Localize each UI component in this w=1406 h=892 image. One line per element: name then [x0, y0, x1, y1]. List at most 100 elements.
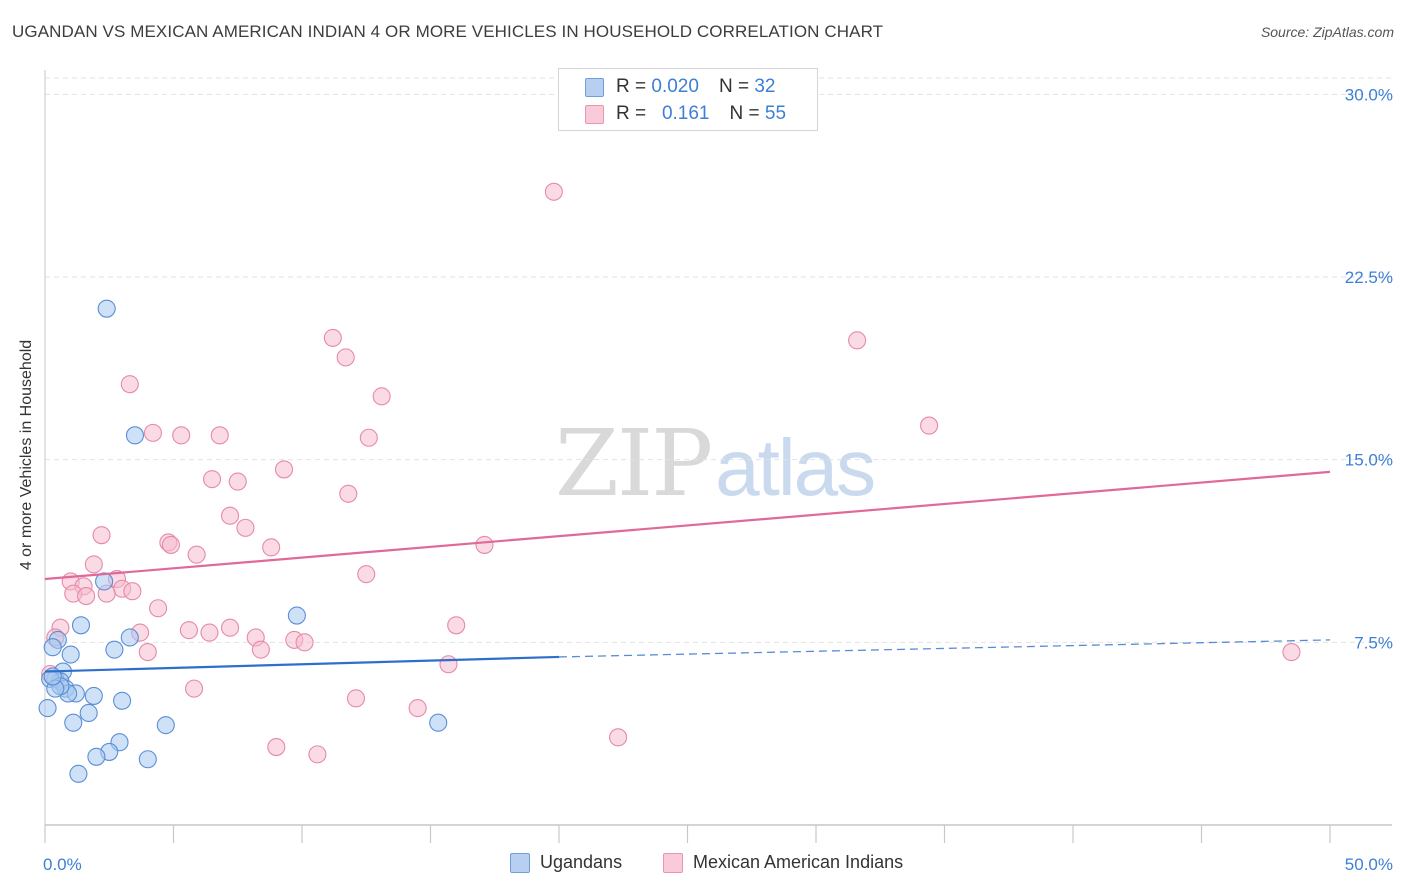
y-tick-label: 7.5%	[1354, 633, 1393, 652]
data-point	[69, 764, 88, 783]
legend-row-mexican-american-indians: R = 0.161 N = 55	[585, 103, 786, 125]
data-point	[323, 328, 342, 347]
data-point	[609, 728, 628, 747]
data-point	[61, 645, 80, 664]
data-point	[200, 623, 219, 642]
data-point	[120, 628, 139, 647]
data-point	[336, 348, 355, 367]
legend-swatch-blue	[510, 852, 530, 873]
data-point	[228, 472, 247, 491]
y-tick-label: 15.0%	[1345, 451, 1393, 470]
data-point	[267, 738, 286, 757]
data-point	[38, 699, 57, 718]
data-point	[120, 375, 139, 394]
source-label: Source: ZipAtlas.com	[1260, 24, 1394, 40]
trend-lines	[44, 470, 1331, 673]
data-point	[84, 686, 103, 705]
data-point	[43, 638, 62, 657]
data-point	[77, 587, 96, 606]
legend-item-ugandans[interactable]: Ugandans	[510, 852, 622, 873]
data-point	[236, 518, 255, 537]
data-point	[179, 621, 198, 640]
legend-n-value: 32	[754, 76, 776, 97]
y-tick-label: 30.0%	[1345, 85, 1393, 104]
data-point	[372, 387, 391, 406]
data-point	[848, 331, 867, 350]
data-point	[447, 616, 466, 635]
data-point	[210, 426, 229, 445]
data-point	[156, 716, 175, 735]
legend-label-mexican-american-indians: Mexican American Indians	[693, 852, 904, 872]
data-point	[339, 484, 358, 503]
trend-line-mexican-american-indians	[44, 470, 1331, 581]
tick-labels: 7.5% 15.0% 22.5% 30.0% 0.0% 50.0%	[43, 85, 1393, 874]
watermark-atlas: atlas	[715, 423, 876, 512]
data-point	[295, 633, 314, 652]
chart-title: UGANDAN VS MEXICAN AMERICAN INDIAN 4 OR …	[12, 22, 884, 41]
data-point	[95, 572, 114, 591]
data-point	[251, 640, 270, 659]
data-point	[105, 640, 124, 659]
legend-n-label: N =	[718, 76, 750, 97]
data-point	[71, 616, 91, 635]
correlation-legend: R = 0.020 N = 32 R = 0.161 N = 55	[558, 68, 818, 131]
data-point	[97, 299, 116, 318]
legend-swatch-pink	[585, 104, 604, 124]
legend-swatch-pink	[663, 852, 683, 873]
legend-swatch-blue	[585, 77, 604, 97]
legend-row-ugandans: R = 0.020 N = 32	[585, 76, 775, 98]
legend-n-value: 55	[764, 103, 787, 124]
data-point	[308, 745, 327, 764]
data-point	[87, 747, 106, 766]
x-tick-label: 50.0%	[1345, 855, 1393, 874]
data-point	[357, 565, 376, 584]
data-point	[346, 689, 366, 708]
data-point	[172, 426, 191, 445]
data-point	[439, 655, 458, 674]
data-point	[113, 691, 132, 710]
legend-r-value: 0.161	[661, 103, 710, 124]
data-point	[274, 460, 294, 479]
legend-r-label: R =	[616, 76, 647, 97]
data-point	[64, 713, 83, 732]
data-point	[220, 506, 240, 525]
data-point	[920, 416, 939, 435]
data-point	[262, 538, 281, 557]
data-point	[220, 618, 240, 637]
trend-line-ugandans	[44, 655, 560, 673]
series-mexican-american-indians	[41, 182, 1301, 764]
watermark-zip: ZIP	[555, 410, 713, 517]
data-point	[123, 582, 142, 601]
data-point	[544, 182, 563, 201]
data-point	[138, 643, 157, 662]
data-point	[125, 426, 144, 445]
data-point	[203, 470, 222, 489]
data-point	[138, 750, 157, 769]
legend-label-ugandans: Ugandans	[540, 852, 623, 872]
axes	[44, 70, 1392, 843]
data-point	[408, 699, 427, 718]
legend-item-mexican-american-indians[interactable]: Mexican American Indians	[663, 852, 903, 873]
data-point	[143, 423, 162, 442]
data-point	[475, 535, 494, 554]
watermark: ZIPatlas	[555, 410, 876, 517]
data-point	[429, 713, 448, 732]
series-legend: Ugandans Mexican American Indians	[0, 852, 1406, 876]
gridlines	[45, 77, 1392, 643]
data-point	[187, 545, 206, 564]
data-point	[149, 599, 168, 618]
data-point	[161, 535, 180, 554]
trend-line-ugandans-extension	[558, 639, 1331, 658]
legend-n-label: N =	[729, 103, 760, 124]
data-point	[84, 555, 103, 574]
data-point	[185, 679, 204, 698]
data-point	[287, 606, 306, 625]
y-tick-label: 22.5%	[1345, 268, 1393, 287]
data-point	[92, 526, 111, 545]
series-ugandans	[38, 299, 448, 783]
data-point	[359, 428, 378, 447]
data-point	[79, 703, 98, 723]
legend-r-value: 0.020	[651, 76, 699, 97]
x-tick-label: 0.0%	[43, 855, 82, 874]
